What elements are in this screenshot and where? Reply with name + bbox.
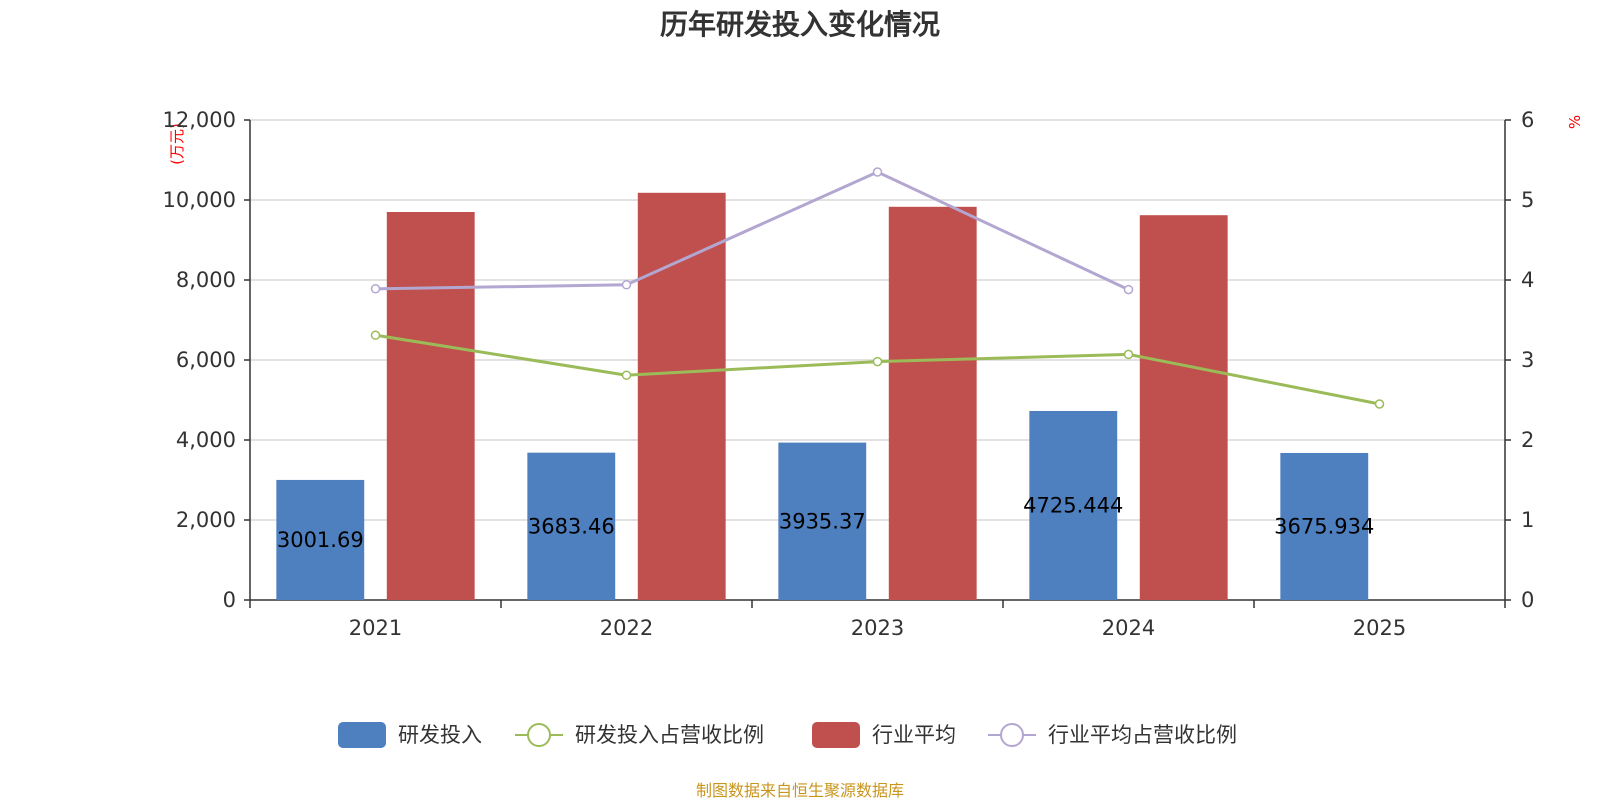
bar-rd-investment [778,442,867,600]
x-tick-label: 2025 [1353,616,1406,640]
x-tick-label: 2024 [1102,616,1155,640]
line-point [621,280,632,290]
chart-marks: 3001.69 3683.46 3935.37 4725.444 3675.934 [276,167,1385,601]
left-axis-unit: (万元) [168,123,186,165]
axes: 0 2,000 4,000 6,000 8,000 10,000 12,000 0 1 2 3 4 5 6… [163,108,1535,640]
x-tick-label: 2022 [600,616,653,640]
line-point [370,330,381,340]
bar-rd-investment [1029,410,1118,600]
bar-rd-investment [276,479,365,600]
left-tick-label: 0 [223,588,236,612]
right-tick-label: 3 [1521,348,1534,372]
bar-industry-average [386,212,475,600]
bar-rd-investment [527,452,616,600]
right-tick-label: 0 [1521,588,1534,612]
line-point [872,356,883,367]
legend: 研发投入 研发投入占营收比例 行业平均 行业平均占营收比例 [338,722,1237,748]
bar-value-label: 3683.46 [528,514,615,538]
bar-value-label: 3675.934 [1274,514,1374,538]
x-tick-label: 2021 [349,616,402,640]
right-tick-label: 4 [1521,268,1534,292]
right-axis-unit: % [1566,115,1584,129]
legend-swatch-bar [812,722,860,748]
legend-swatch-marker [1000,723,1024,747]
bar-industry-average [1139,215,1228,600]
source-note: 制图数据来自恒生聚源数据库 [696,781,904,800]
left-tick-label: 12,000 [163,108,236,132]
right-tick-label: 1 [1521,508,1534,532]
legend-label: 行业平均 [872,723,956,747]
legend-label: 研发投入占营收比例 [575,723,764,747]
left-tick-label: 6,000 [176,348,236,372]
left-tick-label: 8,000 [176,268,236,292]
bar-rd-investment [1280,452,1369,600]
line-point [1123,284,1134,295]
legend-label: 研发投入 [398,723,482,747]
right-tick-label: 5 [1521,188,1534,212]
legend-swatch-marker [527,723,551,747]
chart-title: 历年研发投入变化情况 [660,8,940,41]
line-3 [375,170,1130,291]
right-tick-label: 6 [1521,108,1534,132]
line-point [621,370,632,380]
line-point [370,284,381,294]
bar-industry-average [637,192,726,601]
left-tick-label: 4,000 [176,428,236,452]
bar-value-label: 3001.69 [277,528,364,552]
legend-swatch-bar [338,722,386,748]
line-point [1123,349,1134,360]
bar-value-label: 4725.444 [1023,493,1123,517]
line-1 [375,333,1380,406]
left-tick-label: 10,000 [163,188,236,212]
legend-label: 行业平均占营收比例 [1048,723,1237,747]
line-point [1374,399,1385,409]
bar-industry-average [888,206,977,601]
right-tick-label: 2 [1521,428,1534,452]
left-tick-label: 2,000 [176,508,236,532]
line-point [872,167,883,177]
x-tick-label: 2023 [851,616,904,640]
bar-value-label: 3935.37 [779,509,866,533]
